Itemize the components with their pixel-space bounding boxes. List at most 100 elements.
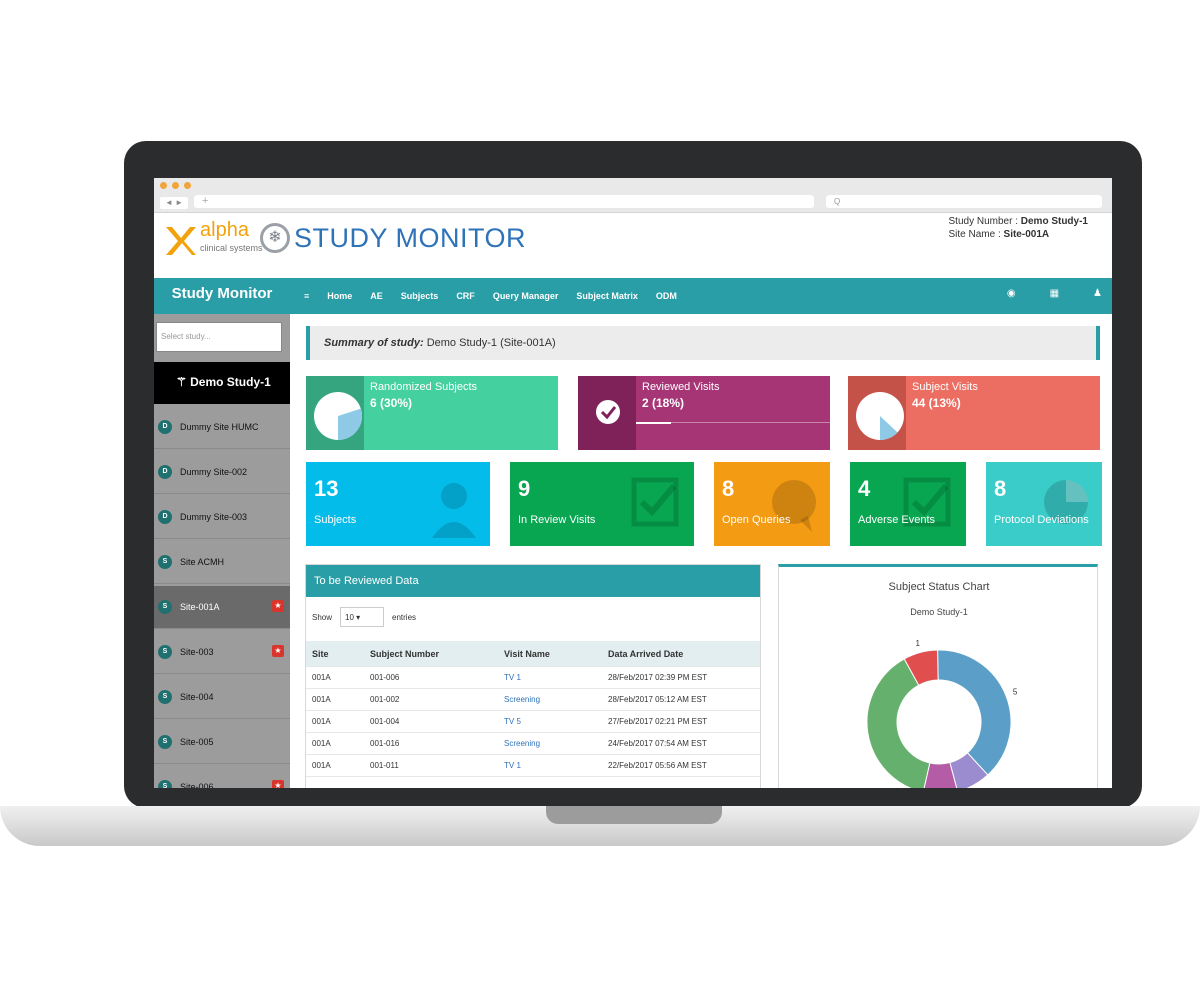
sidebar-item-label: Site-004 (180, 692, 214, 702)
nav-home[interactable]: Home (327, 291, 353, 301)
top-navbar: Study Monitor ≡ Home AE Subjects CRF Que… (154, 278, 1112, 314)
new-tab-icon[interactable]: + (202, 195, 209, 207)
sidebar-item-site[interactable]: S Site-003 ★ (154, 631, 290, 674)
check-circle-icon (596, 400, 620, 424)
tile-value: 2 (18%) (642, 396, 685, 410)
stat-label: Open Queries (722, 514, 791, 526)
nav-crf[interactable]: CRF (456, 291, 475, 301)
table-row[interactable]: 001A 001-011 TV 1 22/Feb/2017 05:56 AM EST (306, 755, 760, 777)
summary-tile[interactable]: Subject Visits 44 (13%) (848, 376, 1100, 450)
site-badge: S (158, 555, 172, 569)
caduceus-icon: ⚚ (176, 375, 187, 389)
stat-card[interactable]: 4 Adverse Events (850, 462, 966, 546)
window-dot-icon[interactable] (160, 182, 167, 189)
sidebar-item-site[interactable]: S Site-005 (154, 721, 290, 764)
star-icon[interactable]: ★ (272, 600, 284, 612)
back-forward-icon[interactable]: ◄ ► (160, 197, 188, 209)
study-number: Demo Study-1 (1020, 216, 1088, 227)
tile-label: Reviewed Visits (642, 381, 720, 393)
checkbox-icon (903, 477, 951, 527)
site-badge: S (158, 600, 172, 614)
logo-name: alpha (200, 219, 249, 241)
sidebar-item-label: Site-006 (180, 782, 214, 788)
cell-site: 001A (312, 695, 331, 704)
subject-status-chart: Subject Status Chart Demo Study-1 5111 (778, 564, 1098, 788)
settings-icon[interactable]: ◉ (1006, 288, 1016, 299)
column-header-date[interactable]: Data Arrived Date (602, 649, 760, 659)
table-row[interactable]: 001A 001-006 TV 1 28/Feb/2017 02:39 PM EST (306, 667, 760, 689)
stat-card[interactable]: 8 Open Queries (714, 462, 830, 546)
tile-label: Randomized Subjects (370, 381, 478, 393)
cell-visit-link[interactable]: TV 1 (504, 673, 521, 682)
sidebar-item-label: Site-003 (180, 647, 214, 657)
cell-date: 28/Feb/2017 05:12 AM EST (608, 695, 707, 704)
stat-label: Subjects (314, 514, 357, 526)
laptop-notch (546, 806, 722, 824)
nav-ae[interactable]: AE (370, 291, 383, 301)
nav-subjects[interactable]: Subjects (400, 291, 439, 301)
nav-odm[interactable]: ODM (655, 291, 677, 301)
user-icon[interactable]: ♟ (1093, 288, 1102, 299)
grid-icon[interactable]: ▦ (1049, 288, 1060, 299)
sidebar-item-site[interactable]: S Site ACMH (154, 541, 290, 584)
sidebar-item-site[interactable]: S Site-004 (154, 676, 290, 719)
cell-site: 001A (312, 761, 331, 770)
star-icon[interactable]: ★ (272, 780, 284, 788)
sidebar-item-site[interactable]: D Dummy Site-003 (154, 496, 290, 539)
site-badge: S (158, 690, 172, 704)
site-badge: D (158, 420, 172, 434)
tile-progress-fill (636, 422, 671, 424)
stat-card[interactable]: 9 In Review Visits (510, 462, 694, 546)
cell-site: 001A (312, 673, 331, 682)
study-select[interactable]: Select study... (156, 322, 282, 352)
pie-mini-icon (314, 392, 362, 440)
cell-visit-link[interactable]: Screening (504, 695, 541, 704)
donut-slice[interactable] (866, 658, 931, 788)
column-header-subject[interactable]: Subject Number (364, 649, 498, 659)
url-bar[interactable] (194, 195, 814, 208)
nav-query-manager[interactable]: Query Manager (492, 291, 559, 301)
stat-card[interactable]: 13 Subjects (306, 462, 490, 546)
cell-visit-link[interactable]: TV 1 (504, 761, 521, 770)
chart-subtitle: Demo Study-1 (910, 607, 968, 617)
user-icon (432, 483, 476, 538)
sidebar-item-site[interactable]: D Dummy Site HUMC (154, 406, 290, 449)
browser-search[interactable]: Q (826, 195, 1102, 208)
donut-slice[interactable] (937, 649, 1012, 776)
entries-select[interactable]: 10 ▾ (340, 607, 385, 627)
sidebar-item-label: Site ACMH (180, 557, 225, 567)
summary-tile[interactable]: Reviewed Visits 2 (18%) (578, 376, 830, 450)
sidebar-item-site[interactable]: S Site-006 ★ (154, 766, 290, 788)
stat-number: 9 (518, 476, 531, 501)
site-name: Site-001A (1003, 229, 1050, 240)
site-badge: S (158, 645, 172, 659)
site-badge: D (158, 510, 172, 524)
window-dot-icon[interactable] (172, 182, 179, 189)
summary-tile[interactable]: Randomized Subjects 6 (30%) (306, 376, 558, 450)
nav-subject-matrix[interactable]: Subject Matrix (576, 291, 638, 301)
donut-slice[interactable] (903, 649, 939, 686)
navbar-brand[interactable]: Study Monitor (171, 285, 273, 302)
column-header-site[interactable]: Site (306, 649, 364, 659)
donut-slice-label: 1 (916, 639, 921, 648)
column-header-visit[interactable]: Visit Name (498, 649, 602, 659)
sidebar-study[interactable]: ⚚ Demo Study-1 (154, 362, 290, 404)
window-dot-icon[interactable] (184, 182, 191, 189)
cell-site: 001A (312, 739, 331, 748)
table-row[interactable]: 001A 001-016 Screening 24/Feb/2017 07:54 AM… (306, 733, 760, 755)
sidebar-item-site[interactable]: S Site-001A ★ (154, 586, 290, 629)
sidebar-study-label: Demo Study-1 (190, 375, 271, 389)
table-row[interactable]: 001A 001-002 Screening 28/Feb/2017 05:12 AM… (306, 689, 760, 711)
snowflake-icon: ❄ (260, 223, 290, 253)
star-icon[interactable]: ★ (272, 645, 284, 657)
hamburger-icon[interactable]: ≡ (304, 291, 310, 301)
sidebar: Select study... ⚚ Demo Study-1 D Dummy Si… (154, 314, 290, 788)
cell-visit-link[interactable]: TV 5 (504, 717, 521, 726)
stat-card[interactable]: 8 Protocol Deviations (986, 462, 1102, 546)
cell-visit-link[interactable]: Screening (504, 739, 541, 748)
sidebar-item-label: Dummy Site-003 (180, 512, 248, 522)
tile-value: 6 (30%) (370, 396, 413, 410)
table-row[interactable]: 001A 001-004 TV 5 27/Feb/2017 02:21 PM EST (306, 711, 760, 733)
sidebar-item-site[interactable]: D Dummy Site-002 (154, 451, 290, 494)
